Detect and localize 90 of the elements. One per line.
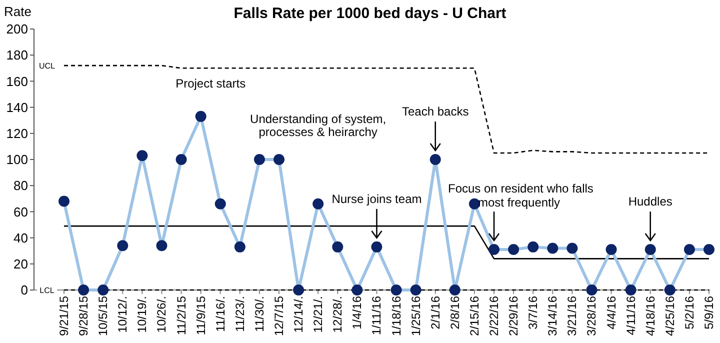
y-tick-label: 100 — [6, 152, 28, 168]
x-tick-label: 11/2/15 — [174, 296, 188, 336]
x-tick-label: 3/21/16 — [565, 296, 580, 336]
point — [293, 284, 304, 296]
point — [410, 284, 422, 296]
point — [58, 196, 70, 207]
point — [98, 284, 109, 296]
x-tick-label: 10/19/. — [135, 296, 150, 333]
x-tick-label: 3/28/16 — [584, 296, 599, 336]
x-tick-label: 5/9/16 — [702, 296, 716, 330]
line-series — [63, 64, 710, 154]
x-tick-label: 11/9/15 — [194, 296, 208, 336]
y-tick-label: 0 — [20, 282, 28, 298]
annotation: Understanding of system, processes & heirarchy — [250, 112, 386, 140]
point — [508, 244, 520, 256]
x-tick-label: 4/4/16 — [604, 296, 618, 330]
x-tick-label: 3/14/16 — [546, 296, 560, 336]
point — [430, 154, 441, 165]
point — [254, 154, 265, 165]
annotation: Focus on resident who falls most frequently — [448, 182, 594, 210]
point — [371, 241, 382, 252]
x-tick-label: 3/7/16 — [526, 296, 540, 330]
y-tick-label: 120 — [6, 126, 28, 141]
point — [136, 150, 148, 162]
x-tick-label: 12/21/. — [311, 296, 326, 333]
x-tick-label: 11/23/. — [232, 296, 247, 332]
point — [684, 244, 695, 256]
x-tick-label: 11/16/. — [213, 296, 228, 332]
y-tick-label: 180 — [6, 48, 28, 63]
annotation: Teach backs — [402, 104, 469, 118]
point — [78, 284, 90, 296]
y-tick-label: 20 — [14, 256, 28, 272]
point — [586, 284, 598, 296]
point — [528, 241, 539, 252]
y-tick-label: 140 — [6, 100, 28, 115]
x-tick-label: 2/8/16 — [448, 296, 462, 330]
y-axis-title: Rate — [4, 4, 32, 19]
x-tick-label: 5/2/16 — [682, 296, 696, 330]
x-tick-label: 9/21/15 — [57, 296, 71, 336]
point — [664, 284, 676, 296]
annotation: Project starts — [176, 76, 246, 91]
point — [195, 110, 206, 122]
x-tick-label: 12/14/. — [292, 296, 306, 333]
y-tick-label: 200 — [6, 22, 28, 37]
point — [234, 241, 246, 252]
point — [488, 244, 500, 256]
x-tick-label: 1/25/16 — [408, 296, 423, 336]
x-tick-label: 2/1/16 — [428, 296, 442, 330]
y-tick-label: 60 — [14, 204, 28, 220]
x-tick-label: 1/4/16 — [350, 296, 364, 330]
point — [176, 154, 187, 165]
x-tick-label: 2/15/16 — [467, 296, 482, 336]
x-tick-label: 10/12/. — [116, 296, 130, 333]
y-tick-label: 160 — [6, 74, 28, 89]
x-tick-label: 4/25/16 — [662, 296, 677, 336]
x-tick-label: 1/18/16 — [389, 296, 404, 336]
annotation: Nurse joins team — [332, 192, 422, 206]
point — [156, 240, 168, 252]
point — [704, 244, 714, 256]
x-tick-label: 10/26/. — [154, 296, 169, 333]
annotation: Huddles — [628, 194, 672, 209]
point — [312, 198, 324, 210]
point — [644, 244, 656, 256]
y-tick-label: 80 — [14, 178, 28, 194]
point — [117, 240, 128, 252]
point — [390, 284, 402, 296]
series-label: LCL — [40, 286, 55, 295]
x-tick-label: 12/28/. — [330, 296, 345, 333]
chart-title: Falls Rate per 1000 bed days - U Chart — [234, 5, 506, 22]
x-tick-label: 2/29/16 — [506, 296, 521, 336]
x-tick-label: 9/28/15 — [76, 296, 91, 336]
point — [449, 284, 460, 296]
point — [606, 244, 617, 256]
point — [468, 198, 480, 210]
x-tick-label: 4/18/16 — [643, 296, 658, 336]
x-tick-label: 4/11/16 — [624, 296, 638, 336]
x-tick-label: 11/30/. — [252, 296, 266, 332]
point — [332, 241, 344, 252]
point — [547, 242, 558, 254]
point — [214, 198, 226, 210]
point — [352, 284, 363, 296]
y-tick-label: 40 — [14, 230, 28, 246]
point — [625, 284, 636, 296]
point — [274, 154, 284, 165]
x-tick-label: 2/22/16 — [487, 296, 501, 336]
series-label: UCL — [38, 61, 56, 70]
point — [566, 242, 578, 254]
x-tick-label: 12/7/15 — [272, 296, 286, 336]
x-tick-label: 10/5/15 — [96, 296, 110, 336]
x-tick-label: 1/11/16 — [370, 296, 384, 336]
